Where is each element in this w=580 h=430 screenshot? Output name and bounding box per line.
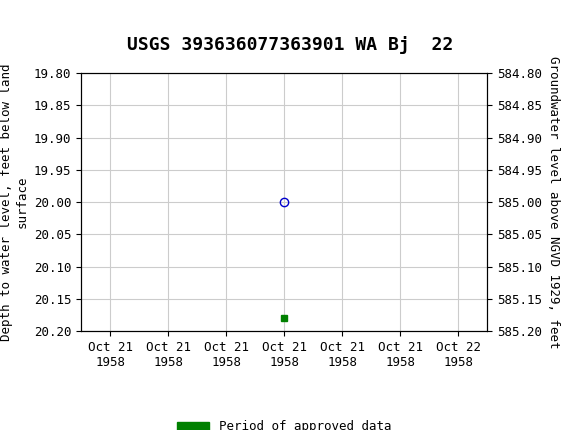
Legend: Period of approved data: Period of approved data bbox=[172, 415, 396, 430]
Text: USGS 393636077363901 WA Bj  22: USGS 393636077363901 WA Bj 22 bbox=[127, 36, 453, 54]
Y-axis label: Depth to water level, feet below land
surface: Depth to water level, feet below land su… bbox=[1, 63, 28, 341]
Text: ≡USGS: ≡USGS bbox=[12, 10, 88, 29]
Y-axis label: Groundwater level above NGVD 1929, feet: Groundwater level above NGVD 1929, feet bbox=[548, 56, 560, 348]
